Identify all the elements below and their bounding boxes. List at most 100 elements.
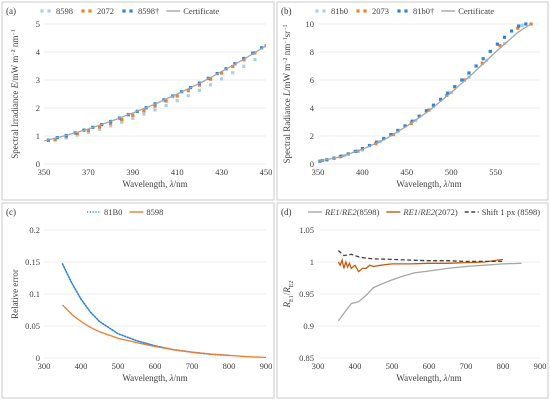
series-shift-1-px-8598--line bbox=[337, 250, 503, 263]
chart-panel-d: (d) 0.85 0.9 0.95 1 1.05 300 400 500 600 700 800 900… bbox=[276, 202, 549, 399]
y-tick-label: 0.1 bbox=[29, 289, 40, 299]
data-point bbox=[251, 51, 255, 55]
x-tick-label: 900 bbox=[260, 361, 273, 371]
data-point bbox=[120, 120, 124, 124]
data-point bbox=[197, 83, 201, 87]
legend-marker bbox=[47, 9, 51, 13]
chart-panel-a: (a) 0 1 2 3 4 5 350 370 390 410 430 450 Wavelength, λ… bbox=[1, 1, 275, 201]
legend-item: 8598† bbox=[122, 6, 159, 16]
data-point bbox=[467, 71, 471, 75]
data-point bbox=[142, 112, 146, 116]
x-tick-label: 410 bbox=[171, 167, 184, 177]
y-tick-label: 0 bbox=[36, 159, 40, 169]
legend-item: 81B0 bbox=[87, 207, 122, 217]
x-tick-label: 500 bbox=[112, 361, 125, 371]
x-tick-label: 400 bbox=[75, 361, 88, 371]
x-tick-label: 450 bbox=[260, 167, 273, 177]
panel-frame bbox=[1, 202, 275, 399]
y-tick-label: 0.05 bbox=[25, 321, 40, 331]
x-tick-label: 800 bbox=[223, 361, 236, 371]
y-axis-title: Spectral Irradiance E/mW m−2 nm−1 bbox=[10, 29, 20, 159]
x-axis-title: Wavelength, λ/nm bbox=[396, 179, 461, 189]
panel-frame bbox=[276, 1, 549, 201]
legend-marker bbox=[122, 9, 126, 13]
x-tick-label: 600 bbox=[149, 361, 162, 371]
legend: 81B0 8598 bbox=[87, 207, 163, 217]
data-point bbox=[120, 117, 124, 122]
y-tick-label: 4 bbox=[36, 47, 41, 57]
data-point bbox=[242, 64, 246, 68]
legend-label: 2073 bbox=[372, 6, 389, 16]
data-point bbox=[53, 137, 57, 141]
y-tick-label: 3 bbox=[36, 75, 40, 85]
x-tick-label: 600 bbox=[423, 361, 436, 371]
data-point bbox=[208, 83, 213, 87]
data-point bbox=[431, 103, 436, 107]
y-axis-title: RE1/RE2 bbox=[282, 281, 295, 309]
y-tick-label: 6 bbox=[310, 75, 314, 85]
data-point bbox=[495, 42, 499, 46]
data-point bbox=[186, 94, 190, 98]
data-point bbox=[86, 130, 90, 134]
y-tick-label: 2 bbox=[36, 103, 40, 113]
y-tick-label: 1 bbox=[310, 257, 314, 267]
x-tick-label: 390 bbox=[126, 167, 139, 177]
data-point bbox=[109, 121, 113, 125]
panel-letter: (a) bbox=[6, 6, 16, 16]
legend-label: RE1/RE2(2072) bbox=[402, 207, 458, 217]
legend-marker bbox=[363, 9, 367, 13]
y-tick-label: 2 bbox=[310, 131, 314, 141]
data-point bbox=[75, 133, 79, 137]
x-tick-label: 800 bbox=[497, 361, 510, 371]
x-tick-label: 350 bbox=[38, 167, 51, 177]
chart-panel-c: (c) 0 0.05 0.1 0.15 0.2 300 400 500 600 700 800 900 W… bbox=[1, 202, 275, 399]
data-point bbox=[375, 140, 379, 144]
panel-frame bbox=[276, 202, 549, 399]
legend-item: Certificate bbox=[166, 6, 219, 16]
legend-label: 2072 bbox=[97, 6, 114, 16]
legend-label: RE1/RE2(8598) bbox=[324, 207, 380, 217]
legend-item: 2073 bbox=[356, 6, 389, 16]
legend-item: RE1/RE2(2072) bbox=[386, 207, 458, 217]
series-re1-re2-2072--line bbox=[337, 257, 504, 273]
data-point bbox=[389, 133, 393, 137]
series-8598-line bbox=[62, 304, 266, 358]
data-point bbox=[410, 119, 414, 123]
series-group bbox=[318, 22, 533, 163]
legend-item: 2072 bbox=[81, 6, 114, 16]
data-point bbox=[480, 61, 484, 65]
data-point bbox=[97, 125, 102, 129]
y-tick-label: 0.95 bbox=[299, 289, 314, 299]
data-point bbox=[175, 94, 179, 98]
legend-item: Certificate bbox=[441, 6, 494, 16]
data-point bbox=[488, 49, 492, 54]
legend-label: 8598 bbox=[56, 6, 73, 16]
series-certificate-line bbox=[44, 45, 266, 142]
data-point bbox=[524, 22, 528, 26]
y-tick-label: 0.2 bbox=[29, 225, 40, 235]
series-group bbox=[61, 263, 266, 358]
data-point bbox=[231, 64, 235, 69]
legend-label: Shift 1 px (8598) bbox=[482, 207, 540, 217]
x-tick-label: 500 bbox=[445, 167, 458, 177]
data-point bbox=[417, 114, 421, 118]
legend-marker bbox=[81, 9, 85, 13]
legend: 8598 2072 8598† Certificate bbox=[40, 6, 219, 16]
data-point bbox=[153, 108, 157, 112]
data-point bbox=[498, 44, 502, 48]
legend-label: Certificate bbox=[458, 6, 494, 16]
legend-marker bbox=[315, 9, 319, 13]
data-point bbox=[242, 56, 246, 61]
data-point bbox=[109, 124, 113, 128]
data-point bbox=[502, 35, 507, 39]
data-point bbox=[97, 127, 102, 131]
data-point bbox=[86, 128, 90, 132]
y-tick-label: 1.05 bbox=[299, 225, 314, 235]
x-tick-label: 370 bbox=[82, 167, 95, 177]
data-point bbox=[253, 57, 257, 62]
data-point bbox=[509, 29, 514, 33]
legend-item: 81b0† bbox=[397, 6, 434, 16]
data-point bbox=[75, 131, 79, 136]
legend-label: 8598† bbox=[138, 6, 159, 16]
data-point bbox=[186, 89, 190, 93]
